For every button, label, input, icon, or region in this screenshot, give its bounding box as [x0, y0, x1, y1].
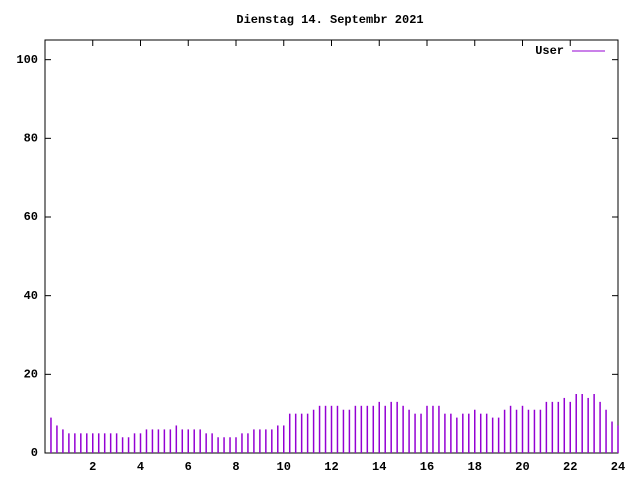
chart-title: Dienstag 14. Septembr 2021: [236, 13, 423, 27]
y-tick-label: 40: [24, 289, 38, 303]
y-tick-label: 60: [24, 210, 38, 224]
x-tick-label: 14: [372, 460, 386, 474]
y-tick-label: 100: [16, 53, 38, 67]
x-tick-label: 20: [515, 460, 529, 474]
x-tick-label: 4: [137, 460, 144, 474]
x-tick-label: 16: [420, 460, 434, 474]
x-tick-label: 10: [277, 460, 291, 474]
x-tick-label: 22: [563, 460, 577, 474]
y-tick-label: 20: [24, 368, 38, 382]
y-tick-label: 80: [24, 132, 38, 146]
x-tick-label: 18: [468, 460, 482, 474]
plot-border: [44, 39, 619, 454]
x-tick-label: 6: [185, 460, 192, 474]
legend-label: User: [535, 44, 564, 58]
x-tick-label: 2: [89, 460, 96, 474]
x-tick-label: 12: [324, 460, 338, 474]
x-tick-label: 24: [611, 460, 625, 474]
y-tick-label: 0: [31, 446, 38, 460]
x-tick-label: 8: [232, 460, 239, 474]
